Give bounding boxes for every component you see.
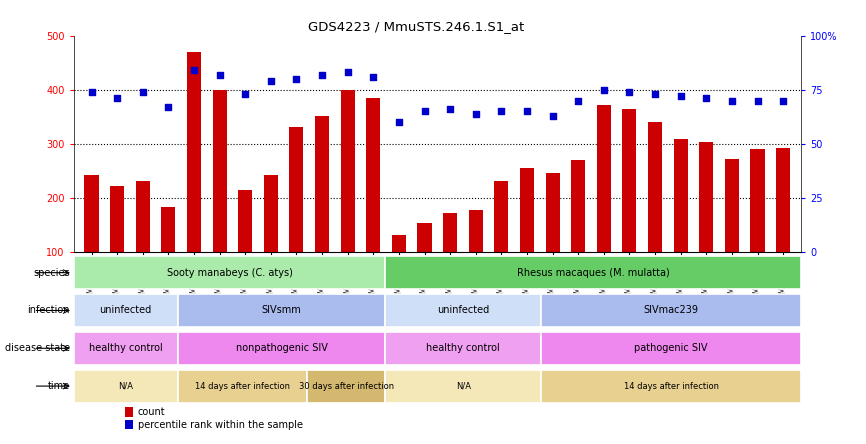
Bar: [699, 143, 714, 253]
Bar: [417, 222, 431, 253]
Point: [110, 95, 124, 102]
Point: [623, 88, 637, 95]
Point: [161, 103, 175, 111]
Text: GDS4223 / MmuSTS.246.1.S1_at: GDS4223 / MmuSTS.246.1.S1_at: [307, 20, 524, 33]
Bar: [725, 159, 739, 253]
Text: species: species: [34, 268, 70, 278]
Text: N/A: N/A: [456, 381, 471, 391]
Point: [776, 97, 790, 104]
Bar: [366, 99, 380, 253]
Text: time: time: [48, 381, 70, 391]
Bar: [572, 160, 585, 253]
Text: healthy control: healthy control: [88, 343, 163, 353]
Bar: [776, 148, 790, 253]
Bar: [74, 332, 178, 365]
Point: [213, 71, 227, 78]
Bar: [541, 369, 801, 403]
Point: [187, 67, 201, 74]
Bar: [85, 175, 99, 253]
Bar: [74, 256, 385, 289]
Bar: [469, 210, 483, 253]
Bar: [178, 332, 385, 365]
Point: [751, 97, 765, 104]
Text: Sooty manabeys (C. atys): Sooty manabeys (C. atys): [166, 268, 293, 278]
Point: [417, 108, 431, 115]
Text: nonpathogenic SIV: nonpathogenic SIV: [236, 343, 327, 353]
Bar: [541, 294, 801, 327]
Bar: [385, 256, 801, 289]
Bar: [520, 168, 534, 253]
Text: uninfected: uninfected: [437, 305, 489, 316]
Text: infection: infection: [28, 305, 70, 316]
Bar: [212, 90, 227, 253]
Bar: [385, 294, 541, 327]
Text: disease state: disease state: [5, 343, 70, 353]
Bar: [187, 52, 201, 253]
Point: [597, 86, 611, 93]
Bar: [385, 369, 541, 403]
Point: [238, 91, 252, 98]
Bar: [264, 175, 278, 253]
Point: [674, 93, 688, 100]
Text: SIVmac239: SIVmac239: [643, 305, 699, 316]
Point: [572, 97, 585, 104]
Point: [725, 97, 739, 104]
Bar: [443, 213, 457, 253]
Bar: [178, 294, 385, 327]
Bar: [648, 122, 662, 253]
Text: 14 days after infection: 14 days after infection: [195, 381, 290, 391]
Bar: [494, 182, 508, 253]
Point: [315, 71, 329, 78]
Bar: [623, 109, 637, 253]
Bar: [546, 173, 559, 253]
Text: SIVsmm: SIVsmm: [262, 305, 301, 316]
Bar: [110, 186, 124, 253]
Text: percentile rank within the sample: percentile rank within the sample: [138, 420, 302, 430]
Bar: [751, 150, 765, 253]
Bar: [385, 332, 541, 365]
Point: [700, 95, 714, 102]
Text: uninfected: uninfected: [100, 305, 152, 316]
Text: Rhesus macaques (M. mulatta): Rhesus macaques (M. mulatta): [517, 268, 669, 278]
Bar: [597, 105, 611, 253]
Text: pathogenic SIV: pathogenic SIV: [635, 343, 708, 353]
Bar: [674, 139, 688, 253]
Bar: [178, 369, 307, 403]
Point: [136, 88, 150, 95]
Text: healthy control: healthy control: [426, 343, 501, 353]
Point: [85, 88, 99, 95]
Point: [289, 75, 303, 83]
Bar: [125, 408, 133, 417]
Text: 14 days after infection: 14 days after infection: [624, 381, 719, 391]
Bar: [161, 207, 176, 253]
Text: N/A: N/A: [118, 381, 133, 391]
Point: [392, 119, 406, 126]
Point: [494, 108, 508, 115]
Bar: [136, 182, 150, 253]
Text: 30 days after infection: 30 days after infection: [299, 381, 394, 391]
Point: [546, 112, 559, 119]
Bar: [289, 127, 303, 253]
Bar: [391, 234, 406, 253]
Bar: [238, 190, 252, 253]
Text: count: count: [138, 408, 165, 417]
Bar: [315, 116, 329, 253]
Bar: [541, 332, 801, 365]
Bar: [74, 369, 178, 403]
Point: [340, 69, 354, 76]
Point: [648, 91, 662, 98]
Point: [443, 106, 457, 113]
Bar: [307, 369, 385, 403]
Bar: [340, 90, 355, 253]
Point: [469, 110, 482, 117]
Point: [264, 78, 278, 85]
Point: [520, 108, 534, 115]
Bar: [74, 294, 178, 327]
Bar: [125, 420, 133, 429]
Point: [366, 73, 380, 80]
